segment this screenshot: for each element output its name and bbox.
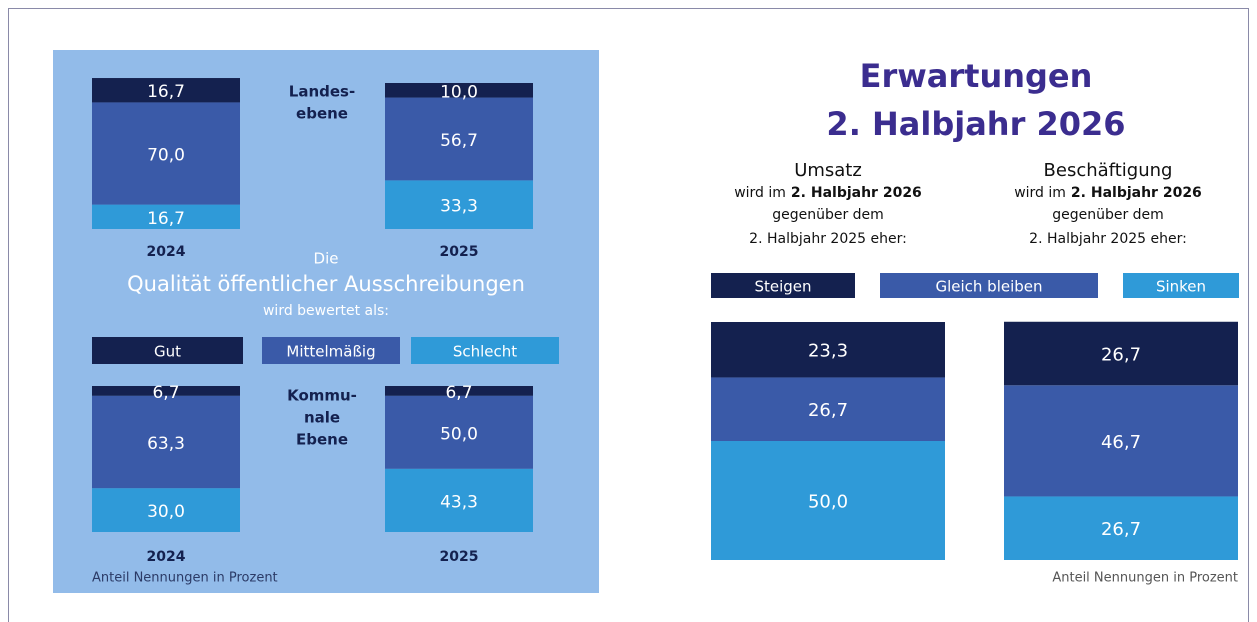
column-header: Beschäftigung bbox=[1044, 160, 1173, 181]
legend-box bbox=[92, 337, 243, 364]
value-label: 63,3 bbox=[147, 434, 185, 454]
legend-label: Gut bbox=[154, 343, 181, 361]
bar-segment bbox=[1004, 496, 1238, 560]
bar-segment bbox=[711, 322, 945, 378]
category-label: 2025 bbox=[440, 244, 479, 260]
legend-box bbox=[711, 273, 855, 298]
bar-segment bbox=[92, 395, 240, 489]
group-label: Landes- bbox=[289, 83, 355, 101]
note: Anteil Nennungen in Prozent bbox=[1052, 571, 1238, 586]
bar-segment bbox=[385, 395, 533, 469]
chart-title: 2. Halbjahr 2026 bbox=[826, 105, 1125, 143]
group-label: Kommu- bbox=[287, 387, 357, 405]
value-label: 26,7 bbox=[1101, 345, 1141, 366]
legend-box bbox=[880, 273, 1098, 298]
column-subtitle: 2. Halbjahr 2025 eher: bbox=[749, 231, 907, 247]
value-label: 16,7 bbox=[147, 82, 185, 102]
value-label: 30,0 bbox=[147, 502, 185, 522]
value-label: 26,7 bbox=[808, 400, 848, 421]
category-label: 2024 bbox=[147, 244, 186, 260]
legend-label: Gleich bleiben bbox=[935, 278, 1042, 296]
group-label: Ebene bbox=[296, 431, 348, 449]
column-subtitle: wird im 2. Halbjahr 2026 bbox=[1014, 185, 1202, 201]
column-subtitle: gegenüber dem bbox=[1052, 207, 1164, 223]
value-label: 43,3 bbox=[440, 492, 478, 512]
column-subtitle: wird im 2. Halbjahr 2026 bbox=[734, 185, 922, 201]
bar-segment bbox=[385, 386, 533, 396]
frame bbox=[8, 8, 1249, 622]
legend-label: Schlecht bbox=[453, 343, 517, 361]
value-label: 26,7 bbox=[1101, 519, 1141, 540]
bar-segment bbox=[385, 180, 533, 229]
bar-segment bbox=[92, 488, 240, 532]
value-label: 16,7 bbox=[147, 209, 185, 229]
value-label: 33,3 bbox=[440, 197, 478, 217]
bar-segment bbox=[711, 441, 945, 560]
value-label: 6,7 bbox=[152, 383, 179, 403]
legend-label: Steigen bbox=[754, 278, 811, 296]
value-label: 23,3 bbox=[808, 341, 848, 362]
value-label: 6,7 bbox=[445, 383, 472, 403]
column-header: Umsatz bbox=[794, 160, 862, 181]
panel-title: Die bbox=[314, 250, 339, 268]
value-label: 70,0 bbox=[147, 146, 185, 166]
panel-title: wird bewertet als: bbox=[263, 303, 389, 319]
column-subtitle: 2. Halbjahr 2025 eher: bbox=[1029, 231, 1187, 247]
category-label: 2025 bbox=[440, 549, 479, 565]
subtitle-prefix: wird im bbox=[734, 185, 786, 201]
bar-segment bbox=[385, 83, 533, 98]
legend-label: Mittelmäßig bbox=[286, 343, 375, 361]
value-label: 46,7 bbox=[1101, 432, 1141, 453]
legend-box bbox=[411, 337, 559, 364]
group-label: ebene bbox=[296, 105, 348, 123]
bar-segment bbox=[92, 78, 240, 103]
legend-label: Sinken bbox=[1156, 278, 1206, 296]
subtitle-prefix: wird im bbox=[1014, 185, 1066, 201]
bar-segment bbox=[1004, 321, 1238, 386]
subtitle-bold: 2. Halbjahr 2026 bbox=[791, 185, 922, 201]
bar-segment bbox=[92, 386, 240, 396]
note: Anteil Nennungen in Prozent bbox=[92, 571, 278, 586]
bar-segment bbox=[385, 468, 533, 532]
category-label: 2024 bbox=[147, 549, 186, 565]
value-label: 10,0 bbox=[440, 82, 478, 102]
panel-title: Qualität öffentlicher Ausschreibungen bbox=[127, 272, 525, 296]
bar-segment bbox=[711, 377, 945, 441]
bar-segment bbox=[92, 204, 240, 229]
subtitle-bold: 2. Halbjahr 2026 bbox=[1071, 185, 1202, 201]
bar-segment bbox=[92, 102, 240, 205]
value-label: 50,0 bbox=[440, 424, 478, 444]
legend-box bbox=[1123, 273, 1239, 298]
column-subtitle: gegenüber dem bbox=[772, 207, 884, 223]
value-label: 50,0 bbox=[808, 492, 848, 513]
bar-segment bbox=[1004, 385, 1238, 497]
legend-box bbox=[262, 337, 400, 364]
value-label: 56,7 bbox=[440, 131, 478, 151]
chart-title: Erwartungen bbox=[860, 57, 1093, 95]
bar-segment bbox=[385, 97, 533, 181]
group-label: nale bbox=[304, 409, 340, 427]
